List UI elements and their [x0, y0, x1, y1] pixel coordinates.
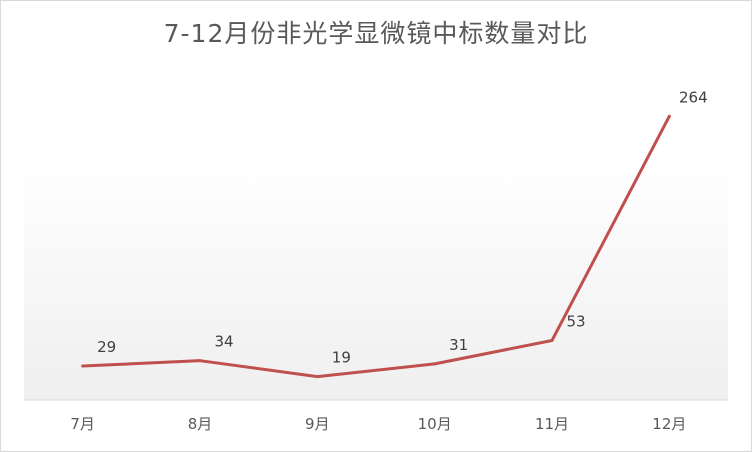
data-label: 29 — [97, 338, 116, 356]
data-label: 53 — [566, 312, 585, 330]
x-tick-label: 7月 — [70, 415, 95, 433]
x-tick-label: 9月 — [305, 415, 330, 433]
series-line — [82, 115, 671, 379]
plot-area — [24, 160, 728, 400]
x-tick-label: 11月 — [535, 415, 569, 433]
data-point — [433, 362, 437, 366]
data-point — [81, 364, 85, 368]
x-tick-label: 10月 — [418, 415, 452, 433]
data-point — [550, 338, 554, 342]
x-tick-label: 8月 — [188, 415, 213, 433]
data-point — [667, 114, 671, 118]
data-label: 34 — [214, 333, 233, 351]
x-tick-label: 12月 — [652, 415, 686, 433]
chart-title: 7-12月份非光学显微镜中标数量对比 — [163, 19, 589, 48]
data-label: 19 — [332, 349, 351, 367]
data-label: 264 — [679, 88, 708, 106]
data-point — [315, 375, 319, 379]
data-point — [198, 359, 202, 363]
data-label: 31 — [449, 336, 468, 354]
